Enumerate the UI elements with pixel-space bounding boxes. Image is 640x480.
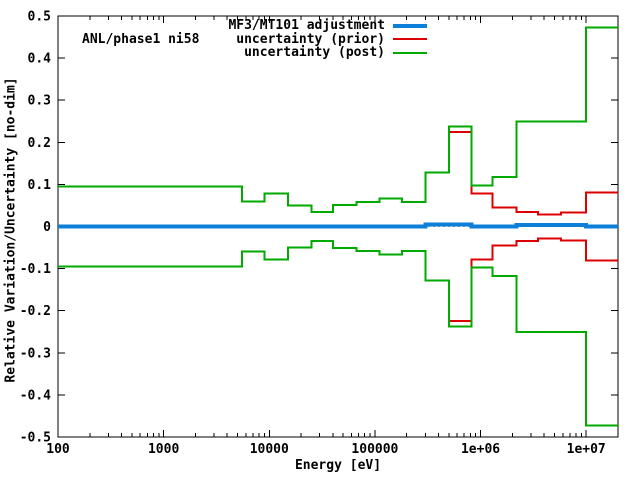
- svg-text:10000: 10000: [250, 442, 289, 457]
- svg-text:100000: 100000: [351, 442, 398, 457]
- chart-annotation: ANL/phase1 ni58: [82, 32, 200, 47]
- y-axis-label: Relative Variation/Uncertainty [no-dim]: [3, 77, 19, 383]
- svg-text:0.2: 0.2: [28, 136, 51, 151]
- chart-legend: MF3/MT101 adjustment uncertainty (prior)…: [0, 19, 427, 60]
- legend-item-post: uncertainty (post): [0, 46, 427, 60]
- legend-line-sample-green: [393, 51, 427, 54]
- legend-label-prior: uncertainty (prior): [236, 31, 385, 47]
- svg-text:0.5: 0.5: [28, 10, 51, 25]
- svg-text:1e+07: 1e+07: [567, 442, 606, 457]
- svg-text:0.1: 0.1: [28, 178, 52, 193]
- legend-line-sample-red: [393, 38, 427, 41]
- svg-text:-0.1: -0.1: [20, 262, 51, 277]
- svg-text:0: 0: [43, 220, 51, 235]
- svg-text:100: 100: [46, 442, 70, 457]
- svg-text:-0.2: -0.2: [20, 304, 51, 319]
- svg-text:-0.3: -0.3: [20, 346, 51, 361]
- svg-text:1e+06: 1e+06: [461, 442, 500, 457]
- svg-text:1000: 1000: [148, 442, 179, 457]
- svg-text:-0.5: -0.5: [20, 431, 51, 446]
- legend-label-post: uncertainty (post): [244, 45, 385, 61]
- svg-text:-0.4: -0.4: [20, 388, 51, 403]
- legend-item-adjustment: MF3/MT101 adjustment: [0, 19, 427, 33]
- legend-item-prior: uncertainty (prior): [0, 33, 427, 47]
- svg-text:0.3: 0.3: [28, 94, 51, 109]
- svg-text:0.4: 0.4: [28, 52, 52, 67]
- legend-label-adjustment: MF3/MT101 adjustment: [228, 18, 385, 34]
- x-axis-label: Energy [eV]: [294, 458, 382, 473]
- legend-line-sample-blue: [393, 23, 427, 28]
